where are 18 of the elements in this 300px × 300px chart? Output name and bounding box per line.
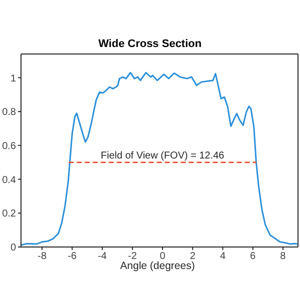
x-tick-label: 6 bbox=[250, 251, 256, 262]
chart-title: Wide Cross Section bbox=[97, 38, 203, 50]
x-tick-label: -8 bbox=[38, 251, 47, 262]
x-tick-label: 4 bbox=[220, 251, 226, 262]
y-tick-label: 0.4 bbox=[2, 174, 16, 186]
annotation: Field of View (FOV) = 12.46 bbox=[100, 150, 225, 162]
x-tick-label: -6 bbox=[68, 251, 78, 262]
y-tick-label: 0.2 bbox=[2, 208, 16, 220]
y-tick-label: 1 bbox=[10, 73, 16, 84]
x-tick-label: 2 bbox=[190, 251, 196, 262]
y-tick-label: 0 bbox=[10, 242, 16, 254]
y-tick-label: 0.6 bbox=[2, 140, 16, 152]
x-tick-label: 0 bbox=[160, 251, 166, 262]
x-tick-label: 8 bbox=[280, 251, 286, 262]
x-axis-title: Angle (degrees) bbox=[120, 260, 195, 272]
x-tick-label: -4 bbox=[98, 251, 108, 262]
x-tick-label: -2 bbox=[128, 251, 138, 262]
y-tick-label: 0.8 bbox=[2, 107, 16, 118]
